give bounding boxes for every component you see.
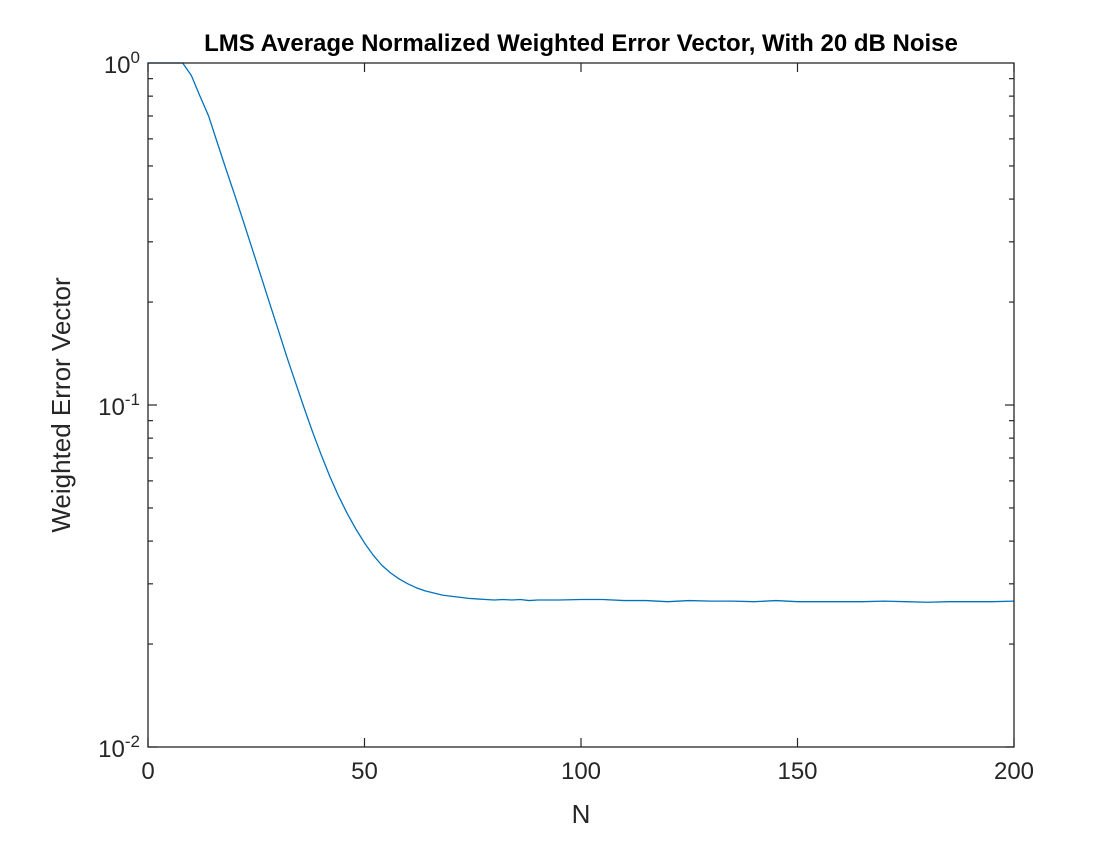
x-tick-label: 150 bbox=[777, 758, 817, 785]
series-line-0 bbox=[148, 62, 1015, 603]
y-tick-label: 100 bbox=[104, 48, 140, 79]
y-tick-label-exponent: -2 bbox=[125, 732, 140, 751]
y-tick-label-base: 10 bbox=[98, 736, 125, 763]
y-tick-label: 10-1 bbox=[98, 390, 140, 421]
plot-area bbox=[148, 63, 1014, 747]
x-tick-label: 0 bbox=[141, 758, 154, 785]
y-axis-label: Weighted Error Vector bbox=[46, 277, 76, 533]
y-tick-label: 10-2 bbox=[98, 732, 140, 763]
y-tick-label-base: 10 bbox=[98, 394, 125, 421]
x-axis-label: N bbox=[572, 799, 591, 829]
x-tick-label: 200 bbox=[994, 758, 1034, 785]
series-layer bbox=[148, 62, 1015, 603]
plot-frame bbox=[147, 62, 1015, 748]
y-tick-label-exponent: 0 bbox=[131, 48, 140, 67]
chart-title: LMS Average Normalized Weighted Error Ve… bbox=[204, 30, 958, 57]
x-tick-label: 100 bbox=[561, 758, 601, 785]
y-tick-label-exponent: -1 bbox=[125, 390, 140, 409]
y-tick-label-base: 10 bbox=[104, 52, 131, 79]
x-tick-label: 50 bbox=[351, 758, 378, 785]
